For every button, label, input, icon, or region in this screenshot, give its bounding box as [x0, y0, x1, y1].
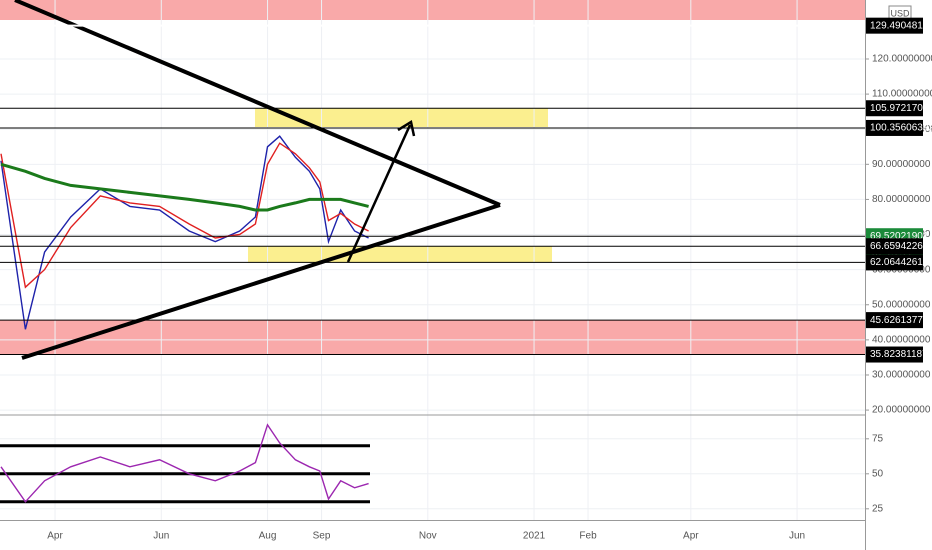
projection-arrow	[346, 120, 416, 263]
level-label-box	[866, 119, 923, 136]
x-tick-label: Jun	[789, 531, 805, 542]
y-tick-label: 50	[872, 468, 884, 479]
y-tick-label: 30.00000000	[872, 370, 931, 381]
level-label: 62.06442610	[870, 257, 929, 268]
x-tick-label: Apr	[47, 531, 63, 542]
level-label: 129.49048105	[870, 20, 932, 31]
resistance-zone	[0, 0, 865, 20]
series-line	[0, 423, 369, 503]
level-label: 105.97217080	[870, 103, 932, 114]
y-tick-label: 120.00000000	[872, 54, 932, 65]
lower-trendline	[21, 203, 501, 360]
x-tick-label: Nov	[419, 531, 437, 542]
level-label: 66.65942263	[870, 241, 929, 252]
level-label-box	[866, 100, 923, 117]
series-line	[0, 162, 369, 212]
y-tick-label: 50.00000000	[872, 299, 931, 310]
y-tick-label: 110.00000000	[872, 89, 932, 100]
base-zone	[248, 246, 552, 262]
x-tick-label: 2021	[523, 531, 546, 542]
level-label: 35.82381187	[870, 349, 928, 360]
level-label-box	[866, 17, 923, 34]
x-tick-label: Feb	[579, 531, 597, 542]
y-tick-label: 25	[872, 503, 884, 514]
upper-trendline	[14, 0, 501, 207]
level-label-box	[866, 312, 923, 329]
x-tick-label: Sep	[313, 531, 331, 542]
level-label: 100.35606392	[870, 123, 932, 134]
currency: USD	[890, 8, 910, 18]
x-tick-label: Jun	[153, 531, 169, 542]
series-line	[0, 135, 369, 330]
y-tick-label: 90.00000000	[872, 159, 931, 170]
x-tick-label: Aug	[259, 531, 277, 542]
level-label: 69.52021901	[870, 231, 929, 242]
y-tick-label: 40.00000000	[872, 335, 931, 346]
series-line	[0, 142, 369, 289]
level-label-box	[866, 238, 923, 255]
y-tick-label: 20.00000000	[872, 405, 931, 416]
level-label: 45.62613771	[870, 315, 929, 326]
support-zone	[0, 320, 865, 355]
y-tick-label: 75	[872, 433, 884, 444]
level-label-box	[866, 346, 923, 363]
level-label-box	[866, 254, 923, 271]
x-tick-label: Apr	[683, 531, 699, 542]
target-zone	[255, 108, 548, 127]
y-tick-label: 80.00000000	[872, 194, 931, 205]
